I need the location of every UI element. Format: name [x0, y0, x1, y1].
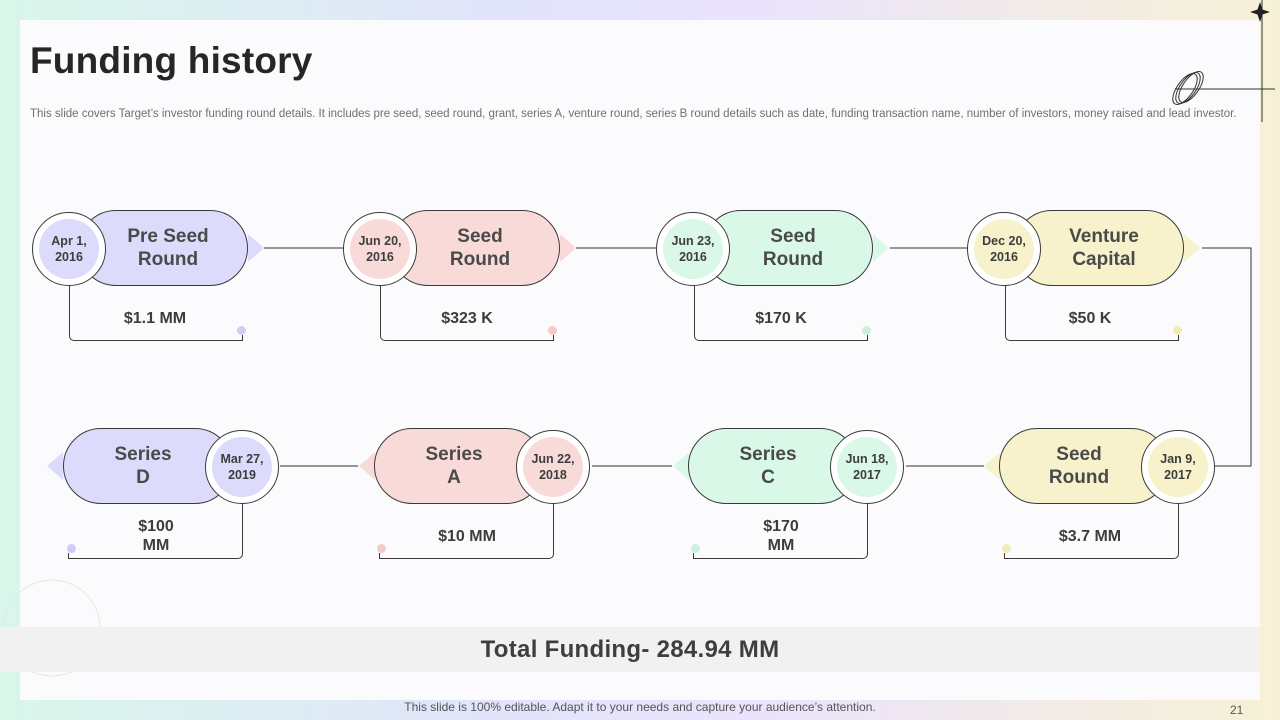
slide-description: This slide covers Target’s investor fund…: [30, 108, 1237, 120]
color-dot: [1002, 544, 1011, 553]
date-badge: Jun 20, 2016: [343, 212, 417, 286]
date-badge: Dec 20, 2016: [967, 212, 1041, 286]
round-pill: Pre Seed Round: [78, 210, 248, 286]
round-name: Series C: [739, 444, 797, 488]
round-pill: Venture Capital: [1014, 210, 1184, 286]
round-pill: Seed Round: [999, 428, 1169, 504]
color-dot: [691, 544, 700, 553]
round-amount: $1.1 MM: [123, 310, 187, 327]
page-title: Funding history: [30, 40, 313, 81]
date-badge: Apr 1, 2016: [32, 212, 106, 286]
arrow-left-icon: [673, 452, 689, 480]
round-pill: Series D: [63, 428, 233, 504]
round-name: Seed Round: [449, 226, 511, 270]
amount-bracket: [68, 504, 243, 559]
round-date: Mar 27, 2019: [212, 437, 272, 497]
amount-bracket: [69, 286, 243, 341]
round-date: Jun 18, 2017: [837, 437, 897, 497]
round-amount: $50 K: [1068, 310, 1112, 327]
date-badge: Jan 9, 2017: [1141, 430, 1215, 504]
total-funding-bar: Total Funding- 284.94 MM: [0, 627, 1260, 672]
round-name: Seed Round: [1048, 444, 1110, 488]
color-dot: [67, 544, 76, 553]
total-funding-text: Total Funding- 284.94 MM: [480, 635, 780, 663]
round-name: Series A: [425, 444, 483, 488]
color-dot: [237, 326, 246, 335]
round-name: Venture Capital: [1069, 226, 1139, 270]
round-date: Apr 1, 2016: [39, 219, 99, 279]
date-badge: Jun 23, 2016: [656, 212, 730, 286]
page-number: 21: [1230, 703, 1244, 717]
round-amount: $170 K: [755, 310, 807, 327]
arrow-right-icon: [1184, 234, 1200, 262]
sparkle-icon: [1250, 2, 1270, 22]
round-date: Jan 9, 2017: [1148, 437, 1208, 497]
color-dot: [1173, 326, 1182, 335]
date-badge: Jun 22, 2018: [516, 430, 590, 504]
round-pill: Series A: [374, 428, 544, 504]
round-date: Jun 23, 2016: [663, 219, 723, 279]
round-amount: $100 MM: [138, 518, 174, 554]
color-dot: [377, 544, 386, 553]
round-date: Dec 20, 2016: [974, 219, 1034, 279]
ring-icon: [1172, 71, 1204, 105]
arrow-right-icon: [873, 234, 889, 262]
arrow-left-icon: [359, 452, 375, 480]
amount-bracket: [1004, 504, 1179, 559]
amount-bracket: [694, 286, 868, 341]
round-date: Jun 22, 2018: [523, 437, 583, 497]
amount-bracket: [693, 504, 868, 559]
arrow-left-icon: [47, 452, 63, 480]
round-pill: Seed Round: [703, 210, 873, 286]
amount-bracket: [379, 504, 554, 559]
amount-bracket: [380, 286, 554, 341]
round-name: Pre Seed Round: [127, 226, 209, 270]
date-badge: Jun 18, 2017: [830, 430, 904, 504]
slide-background: [20, 20, 1260, 700]
color-dot: [862, 326, 871, 335]
round-date: Jun 20, 2016: [350, 219, 410, 279]
round-amount: $170 MM: [763, 518, 799, 554]
round-name: Series D: [114, 444, 172, 488]
round-amount: $323 K: [441, 310, 493, 327]
round-pill: Seed Round: [390, 210, 560, 286]
round-amount: $3.7 MM: [1058, 528, 1122, 545]
arrow-right-icon: [560, 234, 576, 262]
arrow-left-icon: [984, 452, 1000, 480]
footer-note: This slide is 100% editable. Adapt it to…: [404, 700, 876, 714]
date-badge: Mar 27, 2019: [205, 430, 279, 504]
round-name: Seed Round: [762, 226, 824, 270]
round-pill: Series C: [688, 428, 858, 504]
round-amount: $10 MM: [438, 528, 496, 545]
arrow-right-icon: [248, 234, 264, 262]
amount-bracket: [1005, 286, 1179, 341]
color-dot: [548, 326, 557, 335]
